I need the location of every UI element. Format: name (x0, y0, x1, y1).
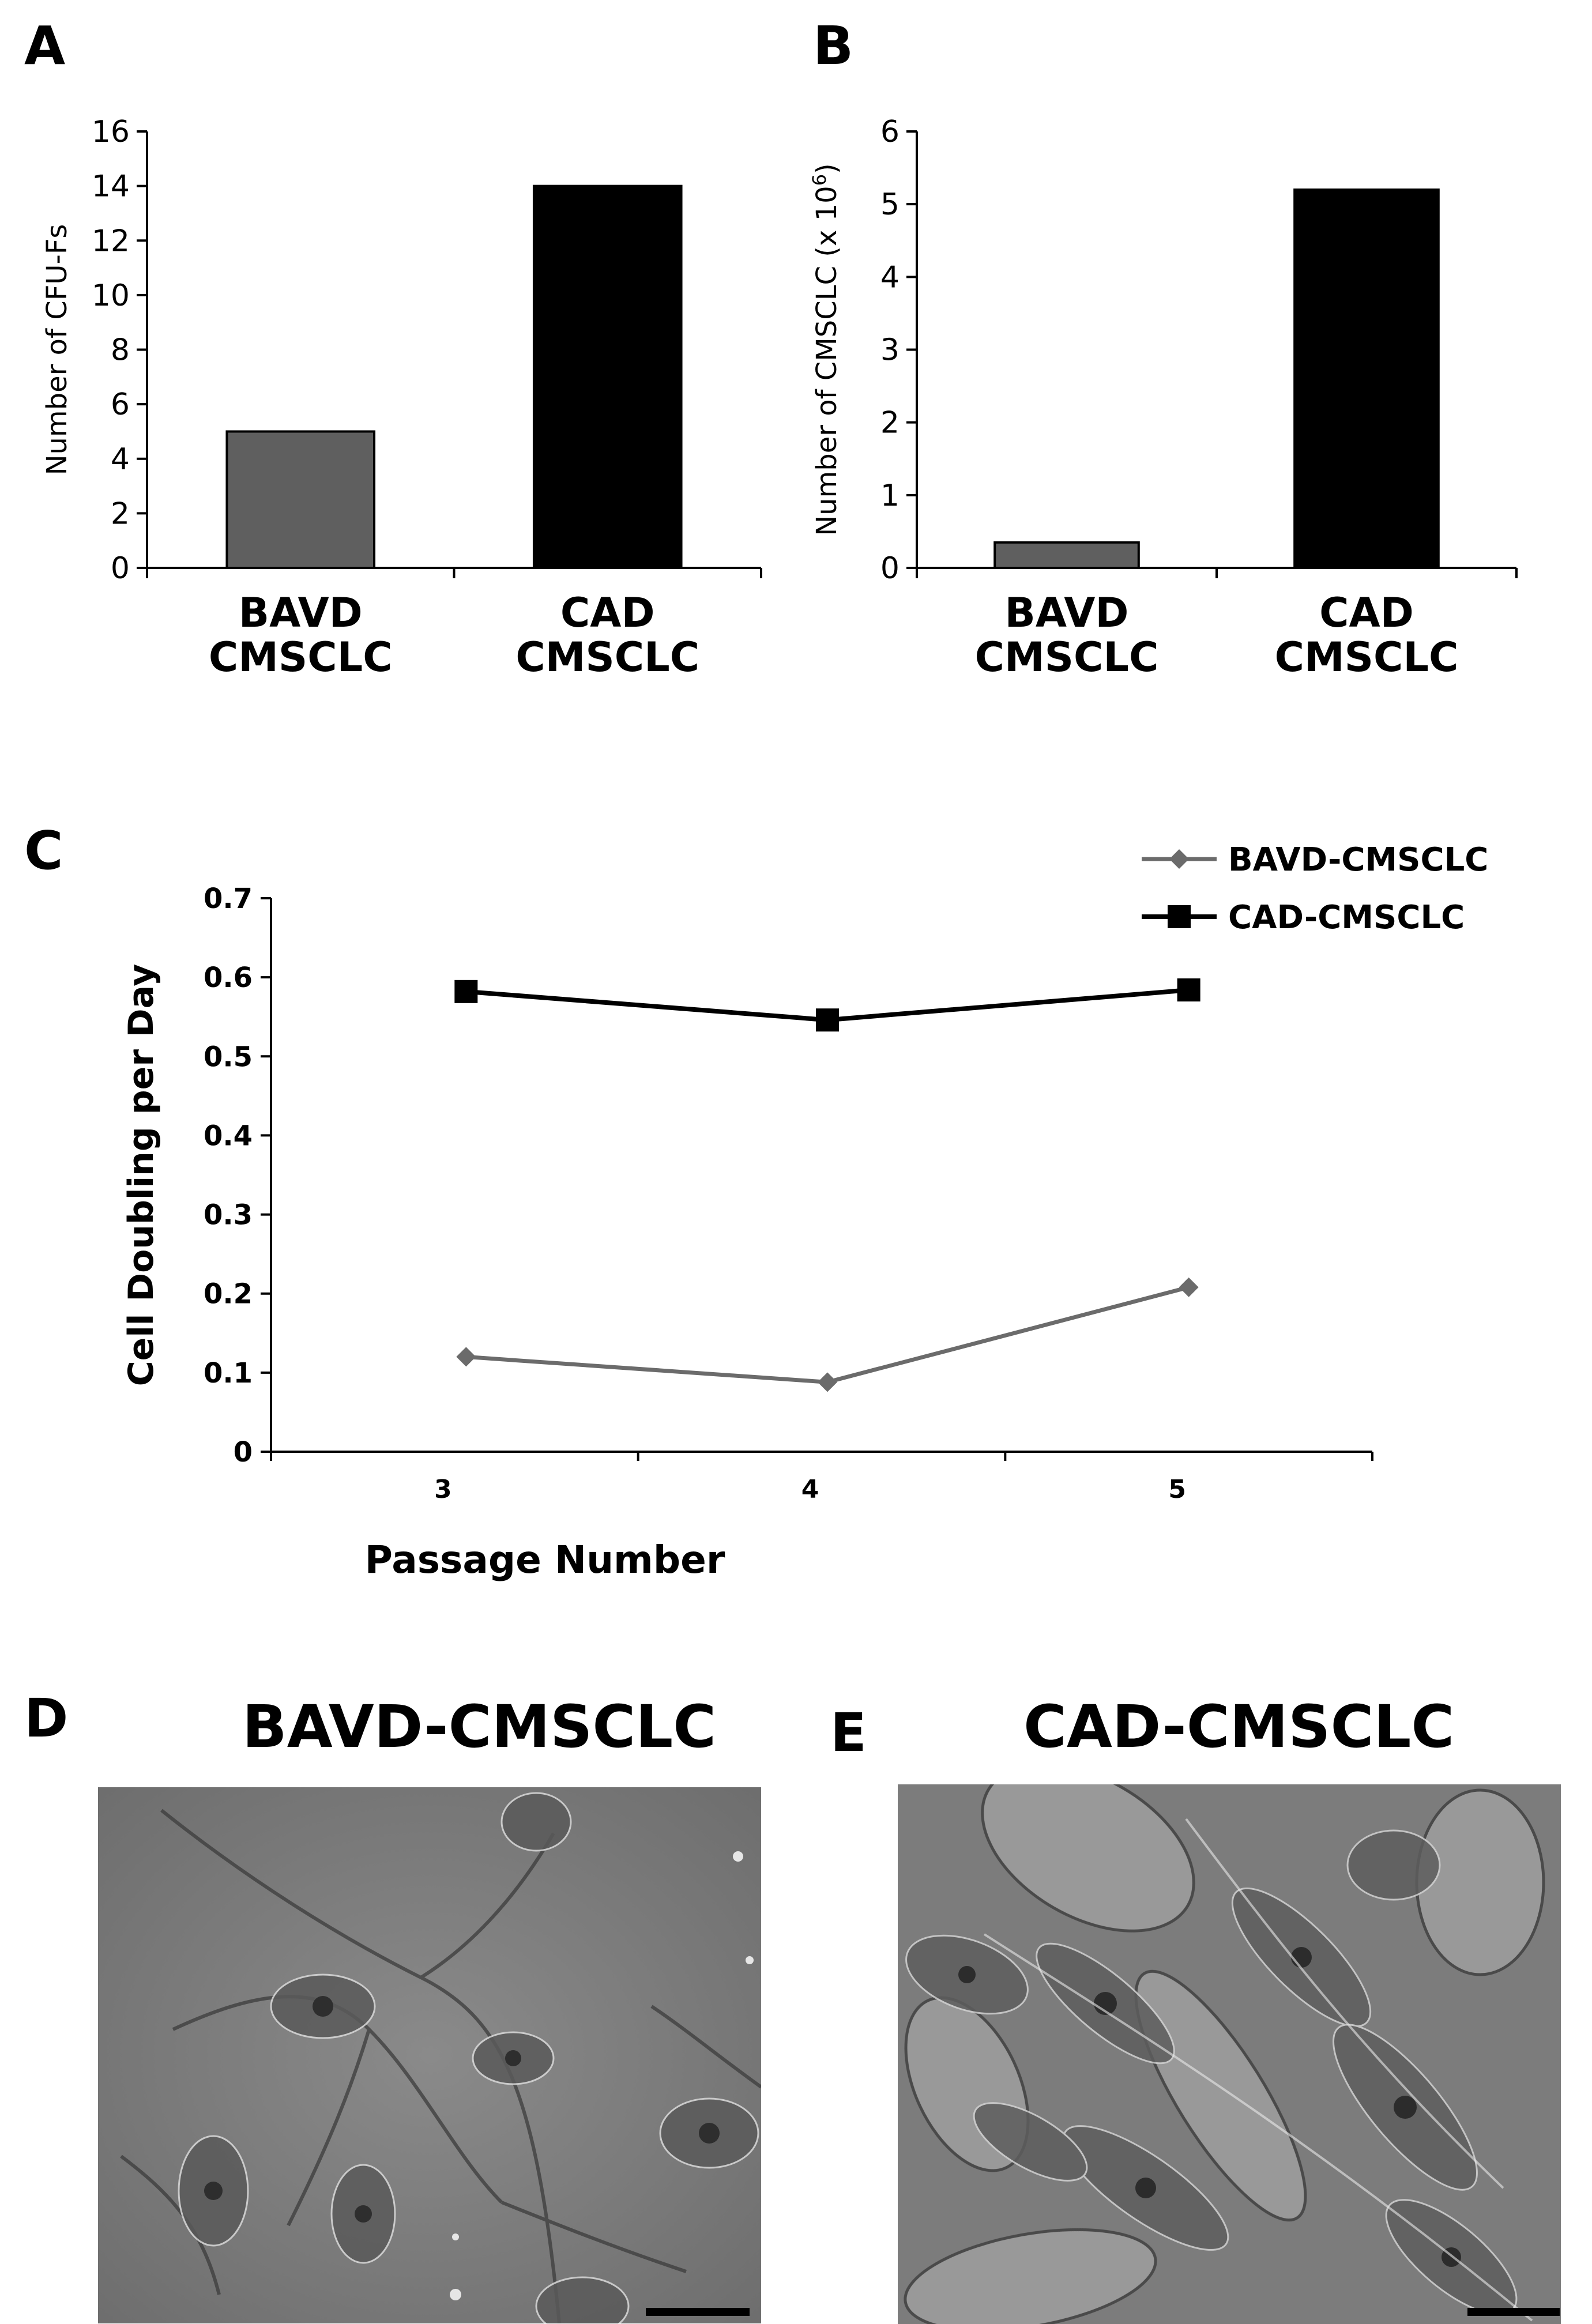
micrograph-bavd-image (98, 1787, 761, 2323)
y-tick-label: 1 (880, 479, 900, 513)
panel-e-title: CAD-CMSCLC (1023, 1693, 1455, 1761)
y-axis-label: Number of CFU-Fs (41, 224, 73, 476)
point-cad (454, 980, 478, 1003)
x-tick-label: 3 (434, 1475, 452, 1504)
point-cad (1177, 978, 1200, 1002)
y-tick-label: 0.3 (204, 1199, 253, 1231)
y-tick-label: 3 (880, 333, 900, 368)
y-tick-label: 8 (111, 333, 130, 368)
bar-bavd (993, 541, 1140, 570)
y-tick-label: 12 (92, 224, 130, 258)
panel-c-letter: C (24, 820, 63, 882)
y-axis-label: Cell Doubling per Day (121, 964, 161, 1387)
x-axis-label: Passage Number (365, 1538, 725, 1582)
y-tick-label: 0.7 (204, 883, 253, 915)
x-category-label: CAD CMSCLC (515, 589, 700, 681)
chart-c: 0 0.1 0.2 0.3 0.4 0.5 0.6 0.7 3 4 5 Cell Doubling p… (121, 841, 1488, 1582)
scale-bar-d (646, 2308, 750, 2316)
y-tick-label: 0.5 (204, 1041, 253, 1073)
y-tick-label: 0 (111, 551, 130, 586)
scale-bar-e (1467, 2308, 1560, 2316)
x-tick-label: 4 (801, 1475, 819, 1504)
chart-b: 0 1 2 3 4 5 6 Number of CMSCLC (x 106) (808, 115, 1518, 586)
legend-label: BAVD-CMSCLC (1228, 841, 1488, 879)
y-tick-label: 0.1 (204, 1357, 253, 1389)
y-tick-label: 0.2 (204, 1278, 253, 1310)
y-tick-label: 6 (111, 387, 130, 422)
legend-marker (1169, 849, 1189, 869)
legend-label: CAD-CMSCLC (1228, 899, 1465, 936)
y-tick-label: 0.6 (204, 962, 253, 994)
micrograph-bavd (98, 1787, 761, 2323)
x-category-label: CAD CMSCLC (1274, 589, 1459, 681)
y-tick-label: 2 (880, 406, 900, 440)
bar-bavd (225, 430, 376, 569)
panel-a-letter: A (24, 15, 66, 77)
y-tick-label: 4 (111, 442, 130, 477)
micrograph-cad-image (898, 1784, 1561, 2324)
y-tick-label: 0 (234, 1436, 253, 1468)
x-category-label: BAVD CMSCLC (208, 589, 393, 681)
x-category-label: BAVD CMSCLC (974, 589, 1159, 681)
y-tick-label: 4 (880, 260, 900, 295)
point-bavd (818, 1372, 837, 1392)
y-tick-label: 6 (880, 115, 900, 149)
panel-d-title: BAVD-CMSCLC (242, 1693, 717, 1761)
x-tick-label: 5 (1168, 1475, 1186, 1504)
y-tick-label: 0.4 (204, 1120, 253, 1152)
legend-marker (1168, 905, 1191, 928)
panel-b-letter: B (813, 15, 854, 77)
y-tick-label: 14 (92, 170, 130, 204)
y-tick-label: 16 (92, 115, 130, 149)
y-tick-label: 10 (92, 278, 130, 313)
micrograph-cad (898, 1784, 1561, 2324)
point-cad (816, 1008, 839, 1032)
bar-cad (1293, 188, 1440, 569)
point-bavd (1179, 1277, 1199, 1297)
point-bavd (456, 1347, 476, 1367)
y-axis-label: Number of CMSCLC (x 106) (808, 163, 843, 536)
y-tick-label: 0 (880, 551, 900, 586)
bar-cad (532, 184, 683, 569)
y-tick-label: 2 (111, 496, 130, 531)
panel-d-letter: D (24, 1688, 69, 1749)
series-line-bavd (466, 1285, 1190, 1384)
panel-e-letter: E (830, 1702, 867, 1764)
chart-a: 0 2 4 6 8 10 12 14 16 Number of CFU-Fs (41, 115, 762, 586)
y-tick-label: 5 (880, 187, 900, 222)
